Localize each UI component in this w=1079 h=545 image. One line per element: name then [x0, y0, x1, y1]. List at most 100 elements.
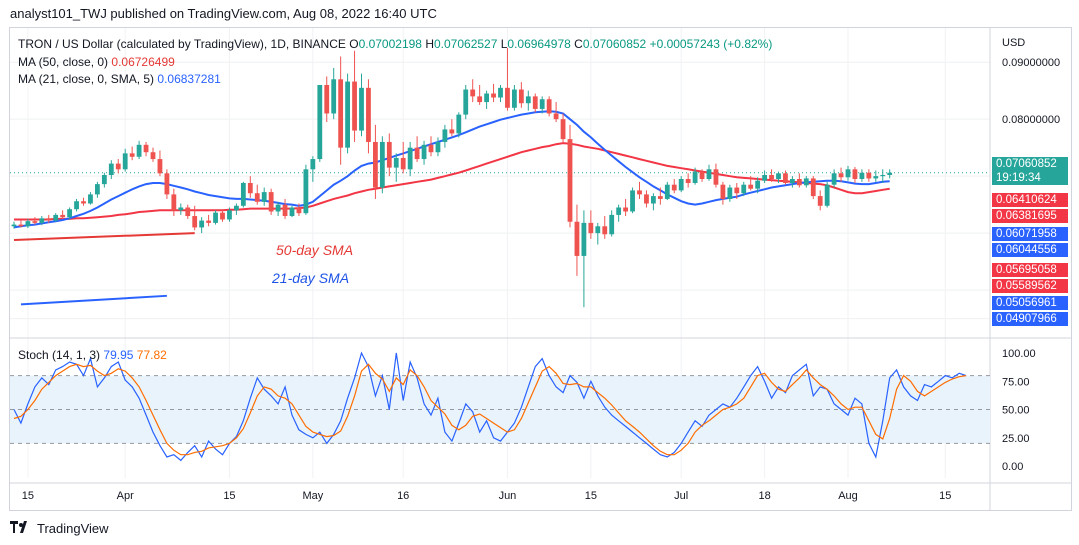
time-tick-label: Jul — [674, 490, 688, 502]
candle — [824, 181, 830, 208]
candle-body — [873, 176, 879, 179]
candle-body — [553, 113, 559, 120]
tradingview-logo-icon — [10, 520, 32, 536]
candle — [414, 136, 420, 162]
legend-stoch-label: Stoch (14, 1, 3) — [18, 348, 101, 362]
trendlines — [13, 232, 195, 306]
candle — [713, 163, 719, 188]
candle — [192, 205, 198, 231]
candle — [220, 209, 225, 222]
candle-body — [379, 141, 385, 188]
candle-body — [852, 169, 858, 179]
candle-body — [442, 129, 448, 142]
candle-body — [866, 172, 872, 179]
stoch-d-line — [13, 363, 967, 456]
candle-body — [206, 220, 211, 223]
candle-body — [803, 178, 809, 186]
publisher-header: analyst101_TWJ published on TradingView.… — [10, 6, 437, 21]
candle — [81, 197, 86, 206]
candle — [185, 204, 191, 219]
candle-body — [887, 172, 893, 176]
currency-label: USD — [1002, 37, 1025, 49]
candle — [115, 159, 121, 174]
candle-body — [352, 81, 357, 131]
candle — [213, 210, 218, 225]
candle — [407, 141, 413, 177]
candle — [539, 96, 545, 114]
candle — [108, 160, 114, 179]
candle — [359, 73, 364, 137]
candle-body — [345, 81, 350, 148]
candle — [796, 173, 802, 188]
candle — [671, 179, 677, 194]
candle-body — [810, 178, 816, 197]
stoch-band — [10, 375, 990, 444]
stoch-lines — [13, 351, 967, 462]
time-tick-label: Apr — [117, 490, 134, 502]
candle-body — [678, 179, 684, 191]
ohlc-key-H: H — [421, 37, 434, 51]
candle-body — [560, 119, 566, 140]
candle — [261, 187, 267, 206]
candle-body — [171, 194, 177, 211]
candle — [379, 136, 385, 194]
candle — [95, 181, 100, 198]
legend-ma21-value: 0.06837281 — [157, 72, 221, 86]
candle — [206, 214, 211, 227]
candle-body — [623, 207, 628, 212]
candle — [143, 141, 149, 157]
candle — [887, 169, 893, 179]
candle — [324, 76, 330, 123]
candle-body — [602, 226, 608, 235]
candle-body — [192, 216, 198, 228]
candle-body — [831, 173, 837, 185]
candle-body — [567, 139, 573, 222]
candle — [762, 170, 767, 183]
candle — [657, 187, 663, 205]
candle-body — [115, 163, 121, 170]
legend-title-row: TRON / US Dollar (calculated by TradingV… — [18, 37, 772, 51]
candle — [803, 176, 809, 188]
candle-body — [776, 173, 781, 179]
candle-body — [18, 224, 24, 227]
candle-body — [859, 172, 865, 179]
candle-body — [769, 175, 774, 179]
candle — [463, 84, 469, 120]
candle — [845, 165, 851, 181]
ohlc-key-C: C — [570, 37, 583, 51]
candle-body — [616, 207, 622, 215]
candle-body — [685, 179, 691, 183]
candle-body — [296, 207, 302, 214]
candle-body — [39, 218, 45, 223]
candle — [11, 221, 17, 229]
candle-body — [734, 187, 740, 194]
candle — [428, 136, 434, 157]
candle — [651, 193, 656, 211]
candle-body — [150, 152, 156, 160]
candle-body — [755, 180, 761, 189]
candle-body — [817, 196, 823, 206]
candle-body — [373, 141, 378, 188]
candle-body — [303, 169, 309, 214]
candle — [53, 213, 59, 222]
candle-body — [32, 221, 38, 223]
price-badge: 19:19:34 — [992, 171, 1068, 185]
candle-body — [310, 159, 316, 170]
price-badge: 0.05056961 — [992, 296, 1068, 310]
candle-body — [477, 96, 483, 103]
time-tick-label: Jun — [499, 490, 517, 502]
candle-body — [400, 157, 406, 170]
candle-body — [199, 220, 205, 228]
candle — [692, 167, 698, 185]
candle — [129, 146, 135, 161]
candle — [254, 184, 260, 205]
candle — [456, 112, 462, 138]
candle — [525, 90, 531, 111]
candle — [727, 184, 733, 202]
candle-body — [143, 144, 149, 153]
candle-body — [46, 218, 52, 221]
time-tick-label: 15 — [223, 490, 235, 502]
footer[interactable]: TradingView — [10, 520, 109, 536]
candle — [32, 217, 38, 225]
